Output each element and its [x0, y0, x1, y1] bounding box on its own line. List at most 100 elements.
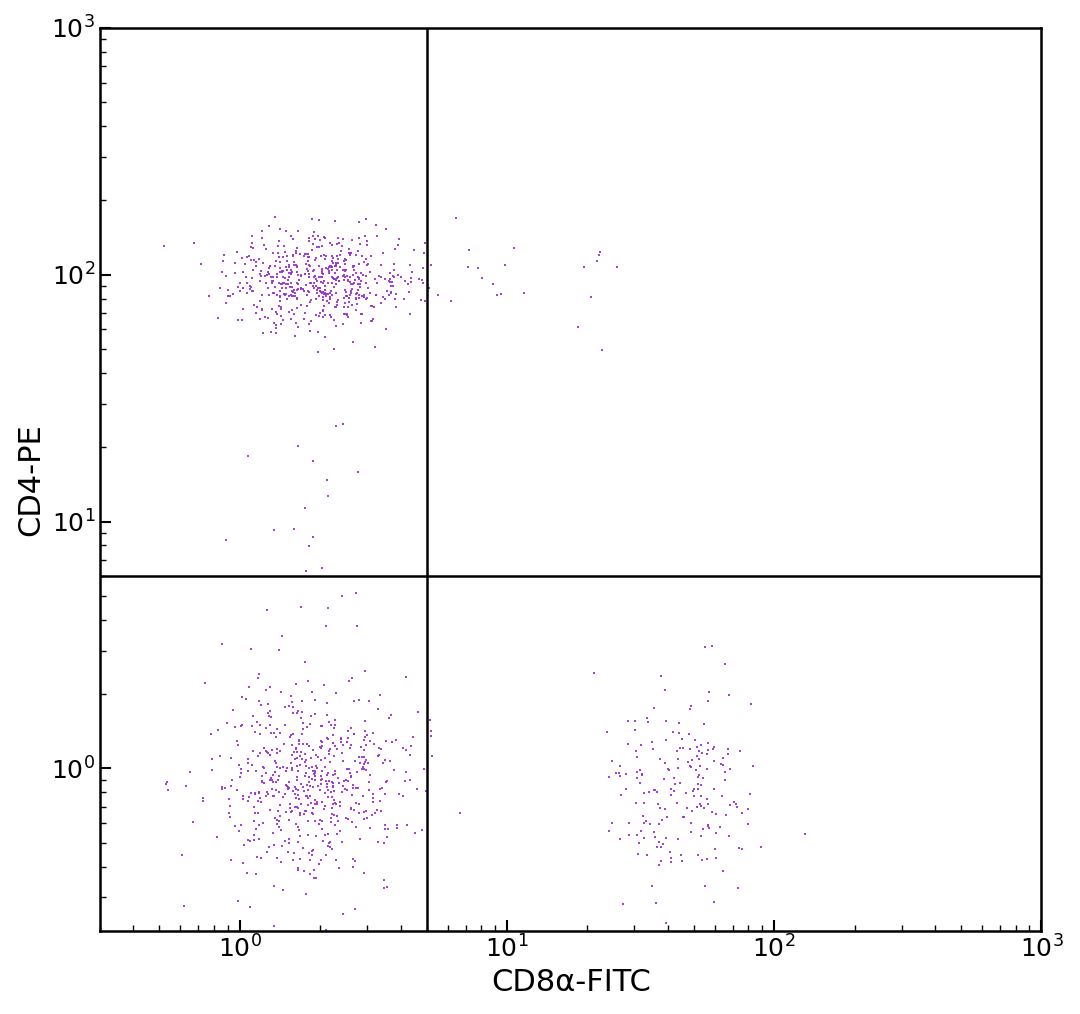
- Point: [319, 825, 336, 842]
- Point: [254, 325, 271, 342]
- Point: [320, 731, 337, 747]
- Point: [285, 248, 302, 265]
- Point: [270, 819, 287, 836]
- Point: [300, 232, 318, 248]
- Point: [332, 798, 349, 814]
- Point: [326, 737, 343, 753]
- Point: [299, 248, 316, 265]
- Point: [355, 732, 373, 748]
- Point: [312, 769, 329, 785]
- Point: [346, 726, 363, 742]
- Point: [650, 835, 667, 851]
- Point: [362, 313, 379, 330]
- Point: [321, 295, 338, 311]
- Point: [273, 280, 291, 296]
- Point: [257, 275, 274, 291]
- Point: [348, 285, 365, 301]
- Point: [328, 297, 346, 313]
- Point: [343, 859, 361, 875]
- Point: [308, 282, 325, 298]
- Point: [417, 293, 434, 309]
- Point: [284, 288, 301, 304]
- Point: [312, 718, 329, 734]
- Point: [302, 292, 320, 308]
- Point: [321, 235, 338, 251]
- Point: [416, 760, 433, 777]
- Point: [326, 265, 343, 281]
- Point: [222, 852, 240, 868]
- Point: [311, 782, 328, 798]
- Point: [261, 802, 279, 818]
- Point: [283, 694, 300, 710]
- Point: [395, 740, 413, 756]
- Point: [300, 315, 318, 332]
- Point: [397, 669, 415, 685]
- Point: [254, 302, 271, 318]
- Point: [202, 726, 219, 742]
- Point: [675, 809, 692, 825]
- Point: [242, 834, 259, 850]
- Point: [635, 815, 652, 831]
- Point: [692, 737, 710, 753]
- Point: [334, 784, 351, 800]
- Point: [324, 774, 341, 790]
- Point: [260, 708, 278, 724]
- Point: [268, 252, 285, 269]
- Point: [421, 280, 438, 296]
- Point: [257, 241, 274, 258]
- Point: [703, 638, 720, 654]
- Point: [262, 324, 280, 341]
- Point: [239, 285, 256, 301]
- Point: [289, 800, 307, 816]
- Point: [286, 257, 303, 273]
- Point: [328, 293, 346, 309]
- Point: [650, 816, 667, 832]
- Point: [729, 880, 746, 896]
- Point: [321, 835, 338, 851]
- Point: [251, 665, 268, 681]
- Point: [360, 755, 377, 772]
- Point: [349, 282, 366, 298]
- Point: [325, 748, 342, 765]
- Point: [637, 813, 654, 829]
- Point: [336, 306, 353, 322]
- Point: [648, 784, 665, 800]
- Point: [243, 228, 260, 244]
- Point: [289, 834, 307, 850]
- Point: [422, 257, 440, 273]
- Point: [352, 273, 369, 289]
- Point: [249, 793, 267, 809]
- Point: [307, 812, 324, 828]
- Point: [270, 298, 287, 314]
- Point: [297, 765, 314, 781]
- Point: [337, 252, 354, 269]
- Point: [275, 238, 293, 255]
- Point: [298, 261, 315, 277]
- Point: [301, 778, 319, 794]
- Point: [328, 248, 346, 265]
- Point: [283, 266, 300, 282]
- Point: [707, 805, 725, 821]
- Point: [231, 770, 248, 786]
- Point: [243, 641, 260, 657]
- Point: [382, 707, 400, 723]
- Point: [313, 238, 330, 255]
- Point: [343, 297, 361, 313]
- Point: [460, 241, 477, 258]
- Point: [399, 817, 416, 834]
- Point: [281, 835, 298, 851]
- Point: [673, 847, 690, 863]
- Point: [203, 763, 220, 779]
- Point: [230, 737, 247, 753]
- Point: [301, 716, 319, 732]
- Point: [690, 742, 707, 758]
- Point: [265, 788, 282, 804]
- Point: [299, 788, 316, 804]
- Point: [341, 290, 359, 306]
- Point: [353, 305, 370, 321]
- Point: [268, 325, 285, 342]
- Point: [353, 748, 370, 765]
- Point: [300, 769, 318, 785]
- Point: [664, 724, 681, 740]
- Point: [284, 283, 301, 299]
